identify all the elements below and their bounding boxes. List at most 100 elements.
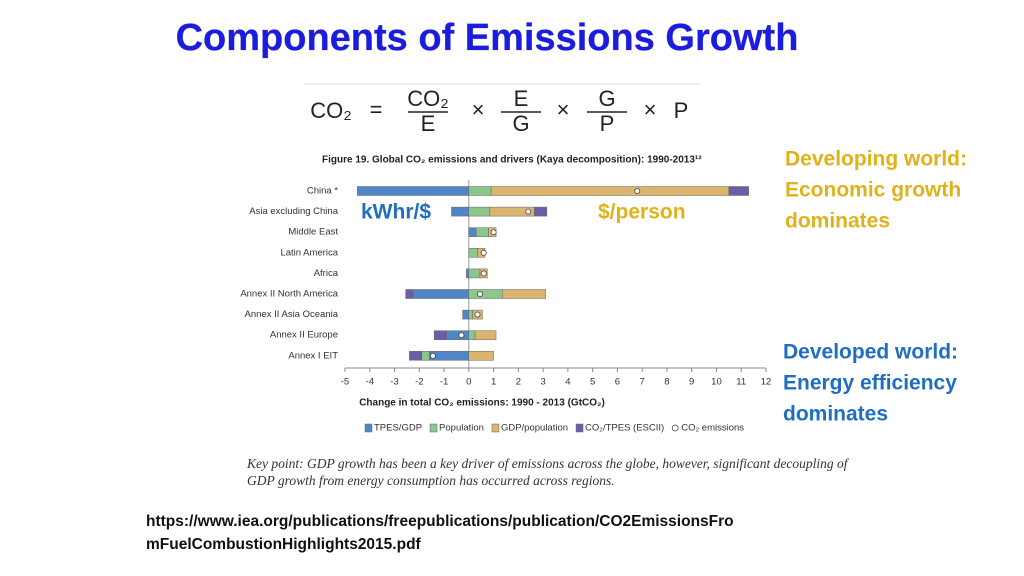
key-point: Key point: GDP growth has been a key dri… — [246, 456, 850, 471]
x-tick-label: 2 — [516, 377, 521, 388]
emissions-dot — [458, 332, 465, 339]
bar-segment — [468, 289, 503, 299]
bar-segment — [468, 330, 476, 340]
x-tick-label: 12 — [761, 377, 772, 388]
x-tick-label: 4 — [565, 377, 570, 388]
fraction-denominator: E — [421, 111, 436, 136]
legend-swatch — [491, 423, 500, 433]
developed-note: Energy efficiency — [783, 372, 957, 395]
x-tick-label: -4 — [366, 377, 374, 388]
x-tick-label: -5 — [341, 377, 349, 388]
source-url: https://www.iea.org/publications/freepub… — [146, 513, 734, 530]
legend-swatch — [575, 423, 584, 433]
x-tick-label: 1 — [491, 377, 496, 388]
formula-last: P — [674, 98, 689, 123]
developed-note: Developed world: — [783, 341, 958, 364]
slide-title: Components of Emissions Growth — [176, 17, 799, 59]
emissions-dot — [490, 229, 497, 236]
fraction-denominator: P — [600, 111, 615, 136]
bar-segment — [421, 351, 430, 361]
x-tick-label: 8 — [664, 377, 669, 388]
y-tick-label: Annex II Europe — [270, 330, 338, 341]
legend-swatch — [429, 423, 438, 433]
bar-segment — [468, 227, 477, 237]
bar-segment — [446, 330, 470, 340]
bar-segment — [462, 309, 470, 320]
developing-note: dominates — [785, 210, 890, 233]
y-tick-label: Asia excluding China — [249, 206, 338, 217]
chart-annotation: $/person — [598, 201, 686, 224]
bar-segment — [357, 186, 470, 196]
emissions-dot — [480, 270, 487, 277]
x-tick-label: 7 — [640, 377, 645, 388]
bar-segment — [405, 289, 414, 299]
x-tick-label: 11 — [736, 377, 746, 388]
emissions-dot — [474, 311, 481, 318]
bar-segment — [468, 351, 494, 361]
bar-segment — [433, 330, 447, 340]
emissions-dot — [634, 187, 641, 194]
developing-note: Developing world: — [785, 148, 967, 171]
bar-segment — [468, 309, 473, 320]
bar-segment — [502, 289, 546, 299]
bar-segment — [468, 206, 491, 217]
bar-segment — [728, 186, 749, 196]
x-tick-label: -1 — [440, 377, 448, 388]
bar-segment — [468, 268, 481, 279]
bar-segment — [474, 330, 497, 340]
formula-times: × — [557, 97, 570, 122]
emissions-dot — [480, 249, 487, 256]
x-tick-label: -3 — [390, 377, 398, 388]
x-tick-label: 9 — [689, 377, 694, 388]
chart-title: Figure 19. Global CO₂ emissions and driv… — [322, 155, 702, 166]
key-point: GDP growth from energy consumption has o… — [247, 473, 615, 488]
x-tick-label: 0 — [466, 377, 471, 388]
y-tick-label: Africa — [314, 268, 339, 279]
formula: CO₂ = CO₂E× EG× GP× P — [305, 83, 700, 136]
bar-segment — [466, 268, 470, 279]
bar-segment — [468, 186, 492, 196]
legend-swatch — [364, 423, 373, 433]
fraction-numerator: G — [598, 86, 615, 111]
legend-label: TPES/GDP — [374, 423, 422, 434]
legend-swatch — [671, 424, 679, 432]
bar-segment — [534, 206, 548, 217]
developed-note: dominates — [783, 403, 888, 426]
y-tick-label: Annex II North America — [240, 289, 338, 300]
chart-annotation: kWhr/$ — [361, 201, 431, 224]
formula-lhs: CO₂ — [310, 98, 352, 123]
bar-segment — [451, 206, 470, 217]
emissions-dot — [429, 352, 436, 359]
x-axis-label: Change in total CO₂ emissions: 1990 - 20… — [359, 398, 605, 409]
legend-label: Population — [439, 423, 484, 434]
y-tick-label: Middle East — [288, 227, 338, 238]
bar-segment — [412, 289, 470, 299]
legend-label: GDP/population — [501, 423, 568, 434]
chart: Figure 19. Global CO₂ emissions and driv… — [240, 155, 771, 434]
notes: Developing world: Economic growth dominate… — [146, 148, 967, 554]
y-tick-label: Annex I EIT — [288, 350, 338, 361]
emissions-dot — [525, 208, 532, 215]
fraction-numerator: CO₂ — [407, 86, 449, 111]
bar-segment — [468, 248, 478, 258]
bar-segment — [490, 186, 730, 196]
bar-segment — [409, 351, 423, 361]
formula-times: × — [472, 97, 485, 122]
y-tick-label: Annex II Asia Oceania — [245, 309, 339, 320]
x-tick-label: 5 — [590, 377, 595, 388]
y-tick-label: Latin America — [280, 247, 338, 258]
legend-label: CO₂ emissions — [681, 423, 744, 434]
fraction-numerator: E — [514, 86, 529, 111]
x-tick-label: 6 — [615, 377, 620, 388]
bar-segment — [476, 227, 489, 237]
formula-equals: = — [370, 97, 383, 122]
x-tick-label: 3 — [540, 377, 545, 388]
developing-note: Economic growth — [785, 179, 961, 202]
formula-times: × — [644, 97, 657, 122]
source-url: mFuelCombustionHighlights2015.pdf — [146, 536, 422, 553]
x-tick-label: -2 — [415, 377, 423, 388]
x-tick-label: 10 — [711, 377, 722, 388]
fraction-denominator: G — [512, 111, 529, 136]
y-tick-label: China * — [307, 186, 338, 197]
